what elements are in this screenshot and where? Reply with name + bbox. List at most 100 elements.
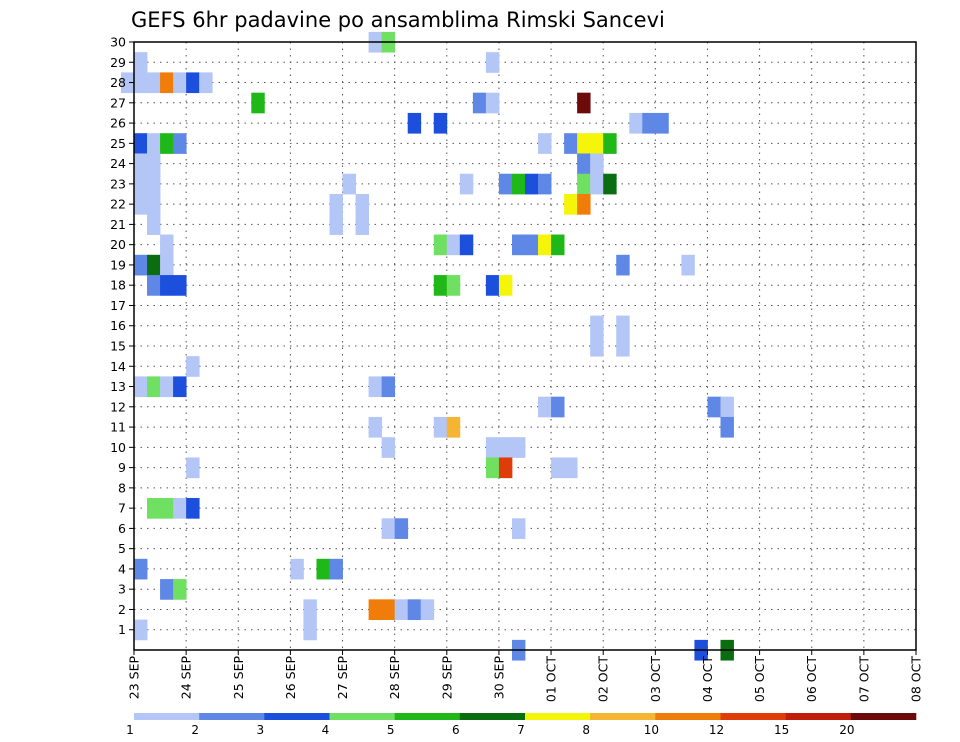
heatmap-cell [134, 52, 148, 73]
colorbar-label: 10 [644, 723, 659, 737]
heatmap-cell [498, 173, 513, 195]
colorbar-label: 12 [709, 723, 724, 737]
colorbar-label: 20 [839, 723, 854, 737]
heatmap-cell [186, 457, 200, 479]
heatmap-cell [199, 72, 213, 94]
heatmap-cell [160, 234, 174, 256]
heatmap-cell [173, 275, 187, 296]
heatmap-cell [147, 72, 161, 94]
heatmap-cell [381, 599, 396, 620]
heatmap-cell [577, 133, 591, 154]
heatmap-cell [381, 518, 396, 539]
y-tick-label: 21 [110, 217, 126, 232]
heatmap-cell [407, 112, 422, 134]
heatmap-cell [511, 234, 526, 256]
colorbar-swatch [655, 713, 721, 720]
y-tick-label: 9 [118, 460, 126, 475]
colorbar-swatch [264, 713, 330, 720]
y-tick-label: 7 [118, 501, 126, 516]
heatmap-cell [538, 396, 552, 418]
heatmap-cell [590, 335, 604, 357]
colorbar-label: 6 [452, 723, 460, 737]
heatmap-cell [551, 234, 565, 256]
heatmap-cell [446, 416, 461, 438]
x-tick-label: 02 OCT [596, 656, 611, 702]
heatmap-cell [603, 173, 617, 195]
y-tick-label: 16 [110, 318, 126, 333]
colorbar-swatch [199, 713, 265, 720]
y-tick-label: 5 [118, 541, 126, 556]
heatmap-cell [655, 112, 669, 134]
x-tick-label: 05 OCT [752, 656, 767, 702]
y-tick-label: 20 [110, 237, 126, 252]
colorbar-label: 2 [191, 723, 199, 737]
heatmap-cell [134, 194, 148, 215]
y-tick-label: 18 [110, 278, 126, 293]
heatmap-cell [186, 356, 200, 377]
heatmap-cell [720, 416, 734, 438]
heatmap-cell [303, 619, 317, 641]
colorbar-label: 7 [517, 723, 525, 737]
heatmap-cell [707, 396, 721, 418]
heatmap-cell [147, 133, 161, 154]
heatmap-cell [173, 133, 187, 154]
heatmap-cell [538, 173, 552, 195]
colorbar-swatch [785, 713, 852, 720]
colorbar-swatch [329, 713, 395, 720]
y-tick-label: 22 [110, 197, 126, 212]
heatmap-cell [433, 275, 448, 296]
heatmap-cell [160, 275, 174, 296]
heatmap-cell [368, 599, 383, 620]
heatmap-cell [511, 173, 526, 195]
y-tick-label: 30 [110, 35, 126, 50]
heatmap-cell [459, 234, 474, 256]
heatmap-cell [160, 376, 174, 398]
heatmap-cell [147, 214, 161, 235]
heatmap-cell [394, 518, 409, 539]
chart-title: GEFS 6hr padavine po ansamblima Rimski S… [131, 8, 665, 32]
heatmap-cell [577, 153, 591, 175]
y-tick-label: 4 [118, 561, 126, 576]
heatmap-cell [433, 416, 448, 438]
heatmap-cell [147, 153, 161, 175]
heatmap-cell [511, 518, 526, 539]
heatmap-cell [420, 599, 435, 620]
heatmap-cell [564, 457, 578, 479]
heatmap-cell [134, 153, 148, 175]
y-axis: 1234567891011121314151617181920212223242… [110, 35, 134, 637]
y-tick-label: 10 [110, 440, 126, 455]
heatmap-cell [368, 376, 383, 398]
heatmap-cell [616, 254, 630, 276]
heatmap-cell [498, 275, 513, 296]
heatmap-cell [251, 92, 265, 114]
heatmap-cell [407, 599, 422, 620]
y-tick-label: 29 [110, 55, 126, 70]
y-tick-label: 11 [110, 420, 126, 435]
heatmap-cell [394, 599, 409, 620]
heatmap-cell [134, 558, 148, 580]
heatmap-cell [616, 315, 630, 337]
colorbar-swatch [459, 713, 526, 720]
heatmap-cells [120, 31, 734, 661]
heatmap-cell [485, 437, 500, 458]
y-tick-label: 6 [118, 521, 126, 536]
y-tick-label: 1 [118, 622, 126, 637]
heatmap-cell [173, 579, 187, 600]
heatmap-cell [160, 579, 174, 600]
heatmap-cell [590, 133, 604, 154]
heatmap-cell [525, 173, 539, 195]
y-tick-label: 25 [110, 136, 126, 151]
heatmap-cell [147, 254, 161, 276]
heatmap-cell [642, 112, 656, 134]
heatmap-cell [134, 72, 148, 94]
heatmap-cell [590, 315, 604, 337]
heatmap-cell [433, 112, 448, 134]
y-tick-label: 28 [110, 75, 126, 90]
y-tick-label: 19 [110, 257, 126, 272]
heatmap-cell [551, 457, 565, 479]
y-tick-label: 24 [110, 156, 126, 171]
y-tick-label: 13 [110, 379, 126, 394]
heatmap-cell [329, 214, 343, 235]
colorbar-label: 8 [582, 723, 590, 737]
colorbar-label: 4 [322, 723, 330, 737]
